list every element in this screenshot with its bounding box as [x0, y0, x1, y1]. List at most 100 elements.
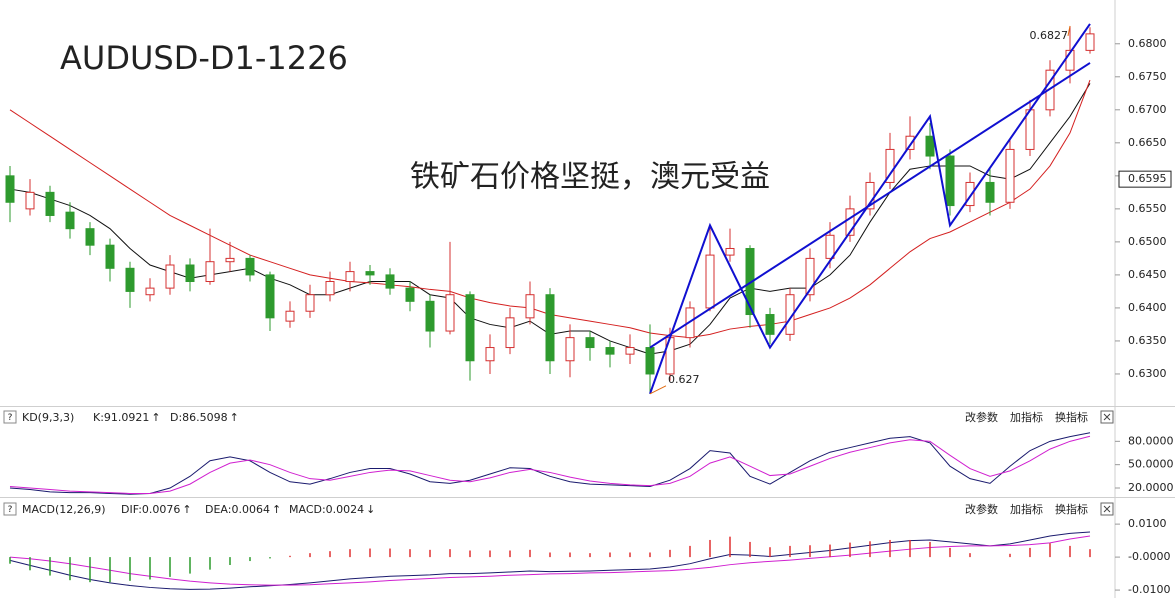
candle-body [745, 247, 755, 316]
y-tick-label: 0.6400 [1128, 301, 1167, 314]
legend-arrow: ↑ [272, 503, 281, 516]
candle-body [45, 191, 55, 216]
candle-body [385, 274, 395, 289]
panel-button[interactable]: 改参数 [965, 410, 998, 424]
annotation-pointer [649, 385, 667, 395]
y-tick-label: -0.0000 [1128, 550, 1170, 563]
candle-body [165, 264, 175, 289]
candle-body [645, 347, 655, 375]
panel-button[interactable]: 换指标 [1055, 410, 1088, 424]
panel-button[interactable]: 换指标 [1055, 502, 1088, 516]
candle-body [65, 211, 75, 230]
candle-body [285, 310, 295, 322]
candle-body [505, 317, 515, 349]
candle-body [925, 135, 935, 157]
last-price-label: 0.6595 [1128, 172, 1167, 185]
y-tick-label: 0.6700 [1128, 103, 1167, 116]
y-tick-label: 0.6500 [1128, 235, 1167, 248]
legend-entry: K:91.0921 ↑ [93, 411, 161, 424]
candle-body [345, 271, 355, 283]
candle-body [425, 300, 435, 332]
legend-arrow: ↓ [366, 503, 375, 516]
candle-body [545, 294, 555, 362]
legend-arrow: ↑ [230, 411, 239, 424]
candle-body [1085, 33, 1095, 51]
chart-title: AUDUSD-D1-1226 [60, 39, 348, 77]
price-annotation: 0.627 [668, 373, 700, 386]
candle-body [145, 287, 155, 296]
legend-arrow: ↑ [182, 503, 191, 516]
price-annotation: 0.6827 [1030, 29, 1069, 42]
legend-arrow: ↑ [151, 411, 160, 424]
candle-body [225, 257, 235, 263]
candle-body [985, 181, 995, 203]
trend-drawing [649, 62, 1091, 349]
candle-body [825, 234, 835, 259]
candle-body [765, 314, 775, 335]
legend-label: MACD:0.0024 [289, 503, 364, 516]
legend-entry: MACD:0.0024 ↓ [289, 503, 375, 516]
panel-title: MACD(12,26,9) [22, 503, 106, 516]
svg-text:?: ? [8, 413, 13, 423]
y-tick-label: 0.6750 [1128, 70, 1167, 83]
y-tick-label: 0.6350 [1128, 334, 1167, 347]
y-tick-label: 0.0100 [1128, 517, 1167, 530]
candle-body [905, 135, 915, 150]
y-tick-label: 50.0000 [1128, 458, 1174, 471]
indicator-line [9, 435, 1091, 494]
legend-entry: DEA:0.0064 ↑ [205, 503, 281, 516]
legend-label: DIF:0.0076 [121, 503, 180, 516]
legend-entry: D:86.5098 ↑ [170, 411, 239, 424]
last-price-box [1118, 170, 1172, 188]
candle-body [105, 244, 115, 269]
y-tick-label: 20.0000 [1128, 481, 1174, 494]
candle-body [885, 148, 895, 183]
candle-body [1065, 49, 1075, 71]
legend-label: DEA:0.0064 [205, 503, 270, 516]
legend-label: K:91.0921 [93, 411, 149, 424]
y-tick-label: -0.0100 [1128, 583, 1170, 596]
candle-body [245, 257, 255, 276]
panel-button[interactable]: 加指标 [1010, 502, 1043, 516]
candle-body [185, 264, 195, 283]
candle-body [85, 228, 95, 246]
candle-body [265, 274, 275, 319]
y-tick-label: 80.0000 [1128, 434, 1174, 447]
candle-body [1045, 69, 1055, 111]
y-tick-label: 0.6450 [1128, 268, 1167, 281]
candle-body [805, 257, 815, 296]
candle-body [1005, 148, 1015, 203]
candle-body [405, 287, 415, 302]
candle-body [725, 247, 735, 256]
legend-entry: DIF:0.0076 ↑ [121, 503, 192, 516]
y-tick-label: 0.6550 [1128, 202, 1167, 215]
candle-body [25, 191, 35, 210]
macd-help-icon: ? [3, 502, 17, 516]
panel-button[interactable]: 改参数 [965, 502, 998, 516]
candle-body [565, 337, 575, 362]
y-tick-label: 0.6300 [1128, 367, 1167, 380]
close-macd[interactable] [1100, 502, 1114, 516]
candle-body [365, 271, 375, 276]
candle-body [945, 155, 955, 207]
close-kd[interactable] [1100, 410, 1114, 424]
trend-drawing [649, 23, 1091, 395]
headline: 铁矿石价格坚挺，澳元受益 [410, 160, 770, 195]
candle-body [605, 347, 615, 355]
candle-body [5, 175, 15, 203]
svg-text:?: ? [8, 505, 13, 515]
candle-body [845, 208, 855, 236]
candle-body [585, 337, 595, 349]
panel-button[interactable]: 加指标 [1010, 410, 1043, 424]
candle-body [625, 347, 635, 355]
annotation-pointer [1067, 25, 1071, 37]
y-tick-label: 0.6800 [1128, 37, 1167, 50]
candle-body [965, 181, 975, 207]
candle-body [705, 254, 715, 309]
candle-body [325, 281, 335, 296]
candle-body [465, 294, 475, 362]
indicator-line [9, 432, 1091, 495]
panel-title: KD(9,3,3) [22, 411, 74, 424]
